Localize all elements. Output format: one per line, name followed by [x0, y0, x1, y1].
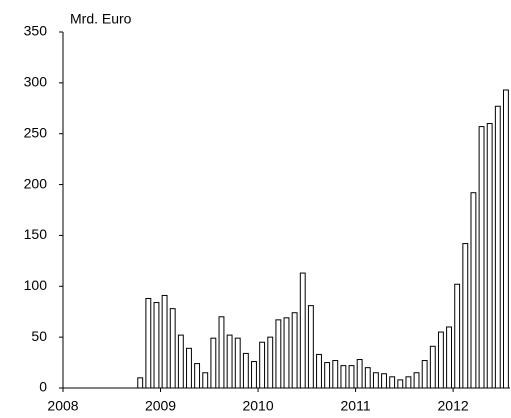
bar — [429, 345, 436, 389]
bar — [177, 334, 184, 389]
y-tick-label: 200 — [24, 175, 48, 191]
bar — [202, 372, 209, 389]
bar — [340, 365, 347, 389]
y-tick-label: 0 — [39, 379, 47, 395]
bar — [226, 334, 233, 389]
bar — [218, 316, 225, 389]
bar — [389, 376, 396, 389]
bar — [283, 317, 290, 389]
y-tick-label: 100 — [24, 277, 48, 293]
bar — [364, 367, 371, 389]
bar — [356, 359, 363, 389]
bar — [397, 379, 404, 389]
bar — [413, 372, 420, 389]
bar — [486, 123, 493, 389]
bar — [446, 326, 452, 389]
bar — [267, 336, 274, 389]
bar — [307, 305, 314, 389]
y-tick-label: 50 — [31, 328, 47, 344]
bar — [332, 360, 339, 389]
bar — [137, 377, 144, 389]
bar — [405, 376, 412, 389]
bar — [153, 302, 160, 389]
bar — [454, 283, 461, 389]
bar — [145, 297, 152, 389]
bar — [470, 192, 477, 389]
x-tick-label: 2011 — [341, 398, 371, 414]
bar — [494, 105, 501, 389]
bar — [421, 360, 428, 389]
x-tick-label: 2009 — [145, 398, 176, 414]
bar — [502, 89, 509, 389]
bar — [161, 294, 168, 389]
x-tick-label: 2008 — [47, 398, 78, 414]
bar — [169, 308, 176, 389]
bar — [210, 337, 217, 389]
bar — [324, 362, 331, 389]
bar — [372, 372, 379, 389]
bar — [462, 243, 469, 389]
bar — [259, 341, 266, 389]
y-tick-label: 300 — [24, 74, 48, 90]
bar — [437, 331, 444, 389]
y-tick-label: 350 — [24, 23, 48, 39]
x-tick-label: 2012 — [438, 398, 469, 414]
bar — [275, 319, 282, 389]
x-tick-label: 2010 — [242, 398, 273, 414]
y-tick-label: 150 — [24, 226, 48, 242]
y-axis-label: Mrd. Euro — [70, 11, 132, 27]
bar — [478, 126, 485, 389]
bar — [291, 312, 298, 389]
bar — [251, 361, 257, 389]
y-tick-label: 250 — [24, 124, 48, 140]
bar — [348, 365, 355, 389]
bar — [316, 353, 322, 389]
bar — [299, 272, 306, 389]
bar — [186, 347, 192, 389]
bar — [381, 373, 387, 389]
bar — [194, 363, 201, 389]
bar — [234, 337, 241, 389]
bar — [242, 352, 249, 389]
